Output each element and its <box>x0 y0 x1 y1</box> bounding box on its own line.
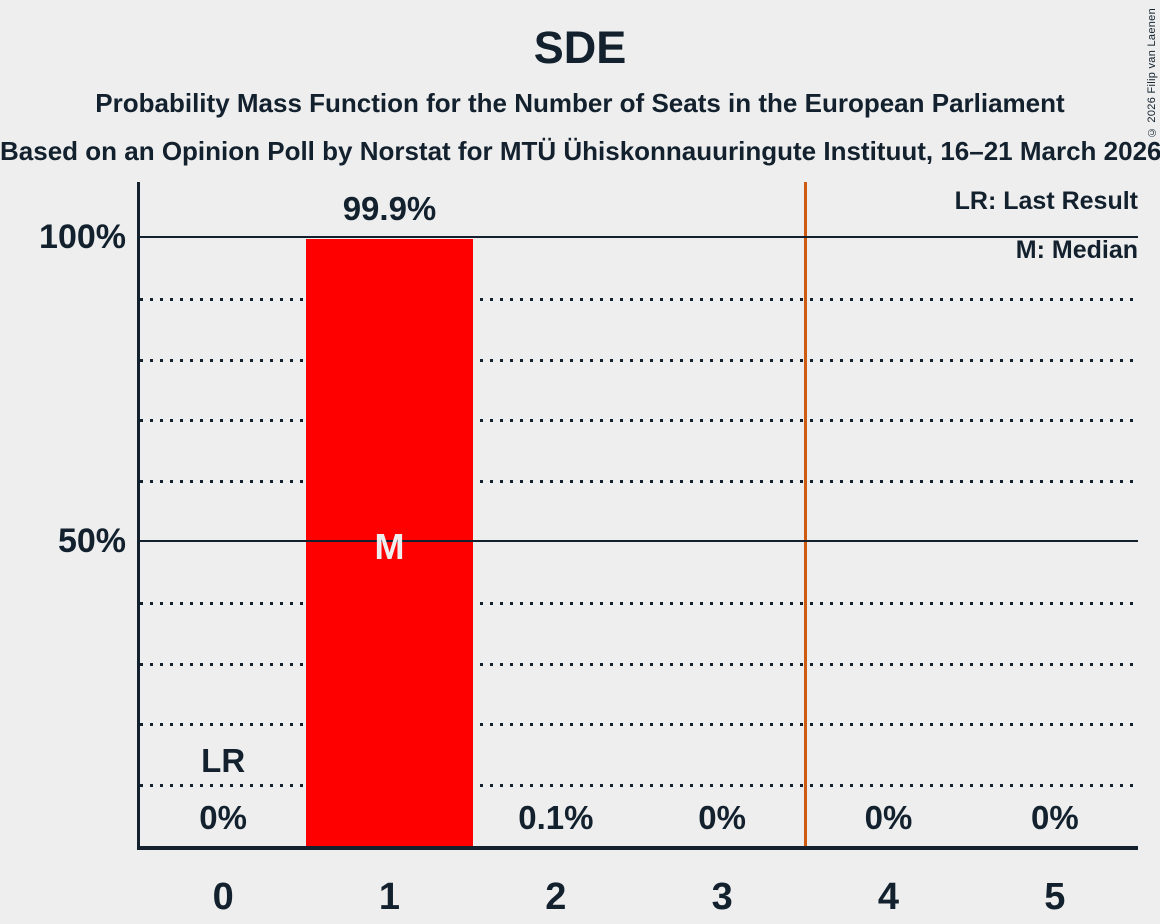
chart-title: SDE <box>533 22 627 73</box>
chart-source-line: Based on an Opinion Poll by Norstat for … <box>0 136 1160 166</box>
gridline-dotted-40 <box>140 601 1138 605</box>
gridline-dotted-30 <box>140 662 1138 666</box>
median-marker: M <box>374 526 405 567</box>
legend-last-result: LR: Last Result <box>954 187 1138 215</box>
threshold-line <box>803 182 807 846</box>
gridline-dotted-80 <box>140 358 1138 362</box>
x-tick-label-5: 5 <box>1044 876 1066 918</box>
gridline-dotted-90 <box>140 297 1138 301</box>
bar-seat-1 <box>306 238 473 846</box>
plot-area: 0% 0 99.9% 1 0.1% 2 0% 3 0% 4 0% 5 LR M <box>137 182 1138 918</box>
chart-subtitle: Probability Mass Function for the Number… <box>95 88 1065 118</box>
value-label-seat-2: 0.1% <box>518 799 594 836</box>
y-tick-label-100: 100% <box>39 218 126 256</box>
x-tick-label-0: 0 <box>212 876 234 918</box>
y-axis-line <box>137 182 140 846</box>
value-label-seat-1: 99.9% <box>342 189 437 227</box>
gridline-dotted-20 <box>140 723 1138 727</box>
last-result-marker: LR <box>201 742 246 779</box>
x-tick-label-1: 1 <box>378 876 401 918</box>
x-tick-label-4: 4 <box>877 876 900 918</box>
gridline-solid-100 <box>140 236 1138 238</box>
value-label-seat-3: 0% <box>698 799 746 836</box>
gridline-dotted-10 <box>140 784 1138 788</box>
gridline-solid-50 <box>140 540 1138 542</box>
value-label-seat-0: 0% <box>199 799 247 836</box>
gridline-dotted-70 <box>140 419 1138 423</box>
value-label-seat-4: 0% <box>864 799 913 836</box>
x-tick-label-3: 3 <box>711 876 733 918</box>
x-tick-label-2: 2 <box>545 876 567 918</box>
gridline-dotted-60 <box>140 480 1138 484</box>
legend-median: M: Median <box>1015 236 1138 264</box>
copyright-notice: © 2026 Filip van Laenen <box>1146 8 1158 139</box>
y-tick-label-50: 50% <box>57 522 126 560</box>
value-label-seat-5: 0% <box>1030 799 1079 836</box>
x-axis-line <box>137 846 1138 850</box>
